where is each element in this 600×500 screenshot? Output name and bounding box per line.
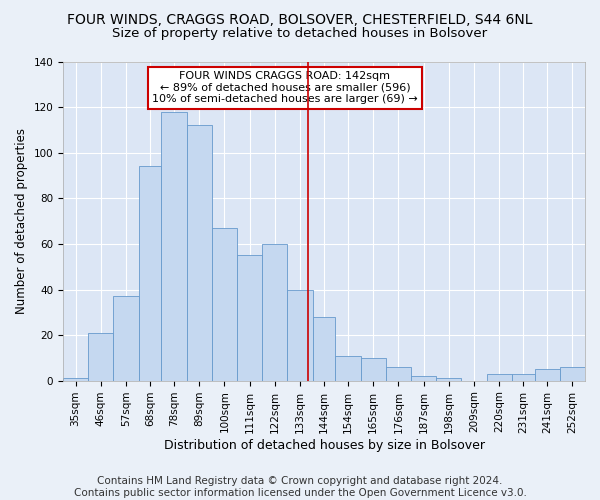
Bar bbox=[212, 228, 237, 380]
Bar bbox=[560, 367, 585, 380]
Bar bbox=[161, 112, 187, 380]
Bar bbox=[386, 367, 411, 380]
Bar bbox=[287, 290, 313, 380]
Bar bbox=[411, 376, 436, 380]
Text: FOUR WINDS CRAGGS ROAD: 142sqm
← 89% of detached houses are smaller (596)
10% of: FOUR WINDS CRAGGS ROAD: 142sqm ← 89% of … bbox=[152, 71, 418, 104]
Bar bbox=[88, 333, 113, 380]
Bar bbox=[487, 374, 512, 380]
Bar bbox=[436, 378, 461, 380]
Bar bbox=[335, 356, 361, 380]
Bar bbox=[63, 378, 88, 380]
Text: Size of property relative to detached houses in Bolsover: Size of property relative to detached ho… bbox=[112, 28, 488, 40]
Bar bbox=[535, 370, 560, 380]
Bar bbox=[512, 374, 535, 380]
Bar bbox=[113, 296, 139, 380]
X-axis label: Distribution of detached houses by size in Bolsover: Distribution of detached houses by size … bbox=[164, 440, 485, 452]
Bar bbox=[139, 166, 161, 380]
Bar bbox=[361, 358, 386, 380]
Bar bbox=[313, 317, 335, 380]
Text: FOUR WINDS, CRAGGS ROAD, BOLSOVER, CHESTERFIELD, S44 6NL: FOUR WINDS, CRAGGS ROAD, BOLSOVER, CHEST… bbox=[67, 12, 533, 26]
Y-axis label: Number of detached properties: Number of detached properties bbox=[15, 128, 28, 314]
Text: Contains HM Land Registry data © Crown copyright and database right 2024.
Contai: Contains HM Land Registry data © Crown c… bbox=[74, 476, 526, 498]
Bar bbox=[262, 244, 287, 380]
Bar bbox=[187, 126, 212, 380]
Bar bbox=[237, 256, 262, 380]
